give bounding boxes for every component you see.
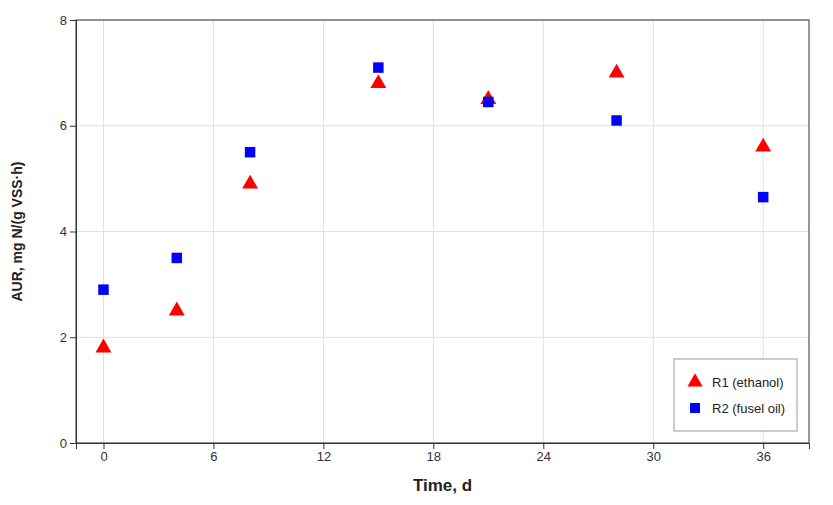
tick: 18	[427, 443, 441, 464]
legend-box	[674, 359, 797, 431]
point	[169, 302, 185, 316]
tick-label: 12	[317, 449, 331, 464]
tick-mark	[543, 443, 544, 449]
tick-label: 30	[647, 449, 661, 464]
tick: 0	[100, 443, 107, 464]
point	[611, 115, 621, 125]
tick: 0	[60, 436, 76, 451]
legend: R1 (ethanol) R2 (fusel oil)	[674, 359, 797, 431]
tick-label: 24	[537, 449, 551, 464]
grid-line	[76, 231, 809, 232]
plot: 06121824303602468R1 (ethanol)R2 (fusel o…	[60, 13, 810, 465]
point	[755, 138, 771, 152]
y-axis-title: AUR, mg N/(g VSS·h)	[9, 162, 25, 302]
tick-mark	[433, 443, 434, 449]
grid	[76, 20, 809, 443]
x-axis: 0 6 12 18 24 30 36	[77, 443, 810, 464]
point	[373, 62, 383, 72]
legend-label: R1 (ethanol)	[712, 375, 784, 390]
grid-line	[76, 337, 809, 338]
chart: 06121824303602468R1 (ethanol)R2 (fusel o…	[0, 0, 833, 505]
legend-item: R2 (fusel oil)	[690, 401, 785, 416]
point	[96, 339, 112, 353]
tick-mark	[213, 443, 214, 449]
tick-mark	[103, 443, 104, 449]
point	[242, 175, 258, 189]
tick-label: 0	[100, 449, 107, 464]
tick: 24	[537, 443, 551, 464]
tick-label: 18	[427, 449, 441, 464]
legend-label: R2 (fusel oil)	[712, 401, 785, 416]
grid-line	[76, 125, 809, 126]
point	[172, 253, 182, 263]
point	[758, 192, 768, 202]
tick-mark	[70, 337, 76, 338]
marks	[96, 62, 772, 352]
tick-label: 2	[60, 330, 67, 345]
tick-mark	[70, 126, 76, 127]
plot-frame	[76, 20, 809, 443]
tick: 8	[60, 13, 76, 28]
legend-item: R1 (ethanol)	[687, 373, 783, 389]
series	[98, 62, 768, 295]
point	[245, 147, 255, 157]
tick: 12	[317, 443, 331, 464]
tick-label: 8	[60, 13, 67, 28]
tick: 6	[60, 118, 76, 133]
tick-label: 6	[60, 118, 67, 133]
legend-symbol	[687, 373, 702, 386]
tick-mark	[763, 443, 764, 449]
tick-mark	[70, 20, 76, 21]
point	[98, 284, 108, 294]
point	[483, 97, 493, 107]
tick-mark	[70, 232, 76, 233]
tick-mark	[323, 443, 324, 449]
tick-mark	[70, 443, 76, 444]
tick: 2	[60, 330, 76, 345]
tick-label: 36	[756, 449, 770, 464]
tick-mark	[653, 443, 654, 449]
tick-label: 4	[60, 224, 67, 239]
series	[96, 64, 772, 353]
axis-line	[70, 21, 77, 444]
tick: 36	[756, 443, 770, 464]
point	[370, 74, 386, 88]
axis-line	[77, 444, 810, 450]
tick-label: 0	[60, 436, 67, 451]
tick: 6	[210, 443, 217, 464]
legend-symbol	[690, 403, 700, 413]
x-axis-title: Time, d	[413, 476, 472, 495]
y-axis: 0 2 4 6 8	[60, 13, 77, 451]
tick: 30	[647, 443, 661, 464]
tick: 4	[60, 224, 76, 239]
point	[609, 64, 625, 78]
tick-label: 6	[210, 449, 217, 464]
